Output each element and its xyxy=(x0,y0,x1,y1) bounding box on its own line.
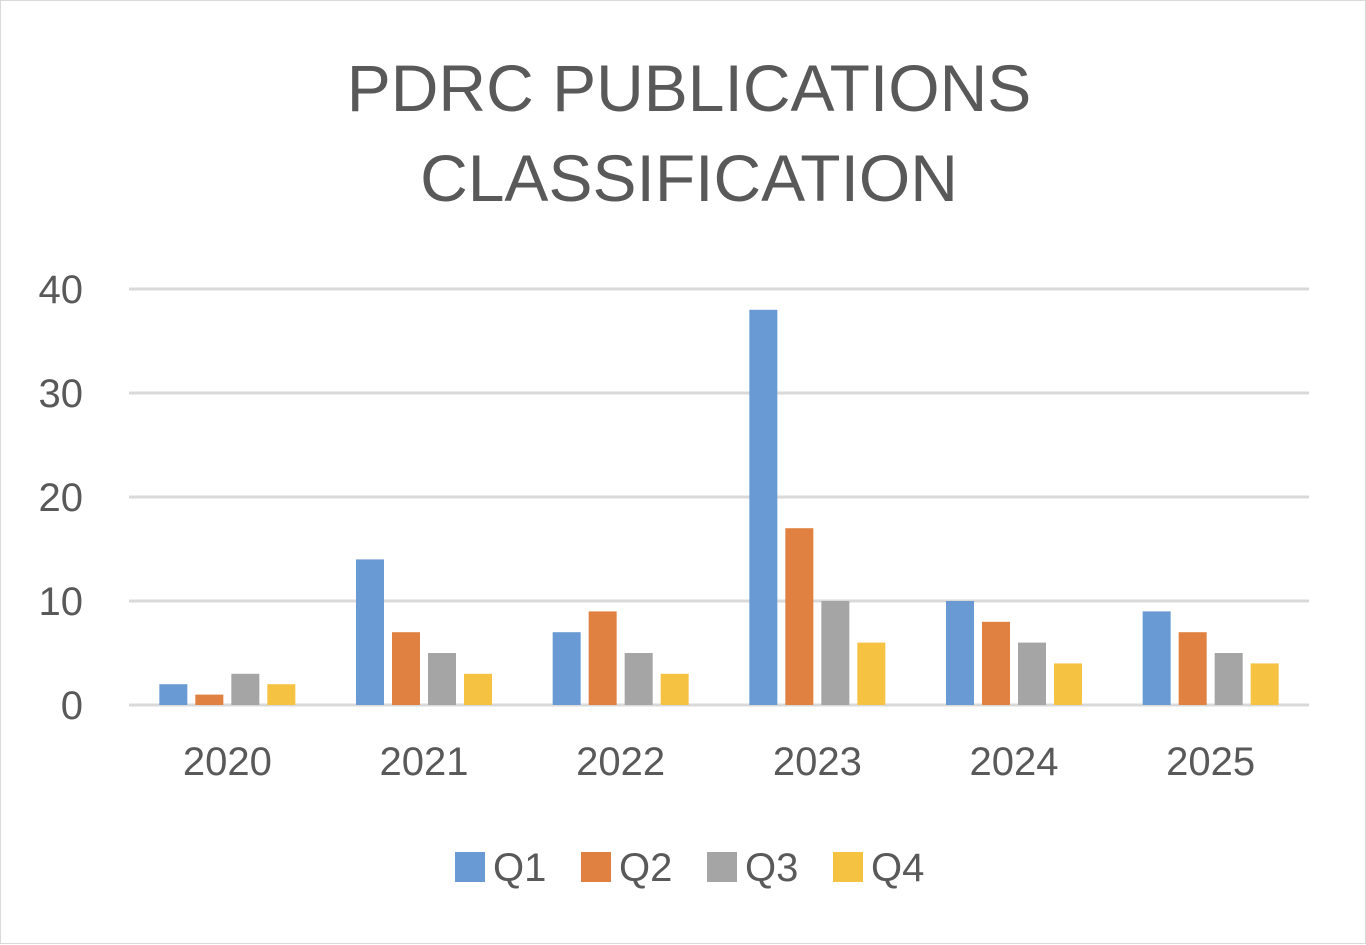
y-tick-label: 20 xyxy=(39,476,84,520)
bar-q2-2024 xyxy=(982,621,1010,705)
x-tick-label: 2020 xyxy=(183,740,272,784)
bar-q4-2020 xyxy=(267,684,296,705)
bar-q3-2025 xyxy=(1214,653,1243,705)
x-axis: 2020 2021 2022 2023 2024 2025 xyxy=(183,740,1255,784)
bar-q2-2021 xyxy=(392,632,420,705)
bar-q1-2020 xyxy=(159,684,188,705)
y-tick-label: 0 xyxy=(61,684,83,728)
x-tick-label: 2024 xyxy=(970,740,1059,784)
chart-title-line-2: CLASSIFICATION xyxy=(420,141,958,215)
bar-q4-2024 xyxy=(1054,663,1082,705)
bar-q4-2021 xyxy=(464,673,492,705)
x-tick-label: 2025 xyxy=(1166,740,1255,784)
bar-q1-2024 xyxy=(946,601,974,705)
legend-swatch-q3 xyxy=(707,852,737,882)
y-tick-label: 30 xyxy=(39,372,84,416)
bar-q4-2022 xyxy=(660,673,689,705)
bar-q4-2023 xyxy=(857,642,886,705)
bar-q1-2023 xyxy=(749,309,778,705)
bar-q1-2021 xyxy=(356,559,384,705)
y-axis: 0 10 20 30 40 xyxy=(39,268,84,728)
y-tick-label: 40 xyxy=(39,268,84,312)
legend-label-q4: Q4 xyxy=(871,846,924,890)
x-tick-label: 2021 xyxy=(380,740,469,784)
bar-q2-2023 xyxy=(785,528,814,705)
legend: Q1 Q2 Q3 Q4 xyxy=(455,846,924,890)
bar-q3-2021 xyxy=(428,653,456,705)
bar-q1-2025 xyxy=(1142,611,1171,705)
legend-label-q3: Q3 xyxy=(745,846,798,890)
legend-swatch-q2 xyxy=(581,852,611,882)
bar-q3-2022 xyxy=(624,653,653,705)
legend-swatch-q4 xyxy=(833,852,863,882)
bar-q4-2025 xyxy=(1250,663,1279,705)
bar-q1-2022 xyxy=(552,632,581,705)
bar-q2-2020 xyxy=(195,694,224,705)
bars xyxy=(159,309,1279,705)
y-tick-label: 10 xyxy=(39,580,84,624)
legend-label-q1: Q1 xyxy=(493,846,546,890)
x-tick-label: 2023 xyxy=(773,740,862,784)
gridlines xyxy=(129,287,1309,707)
bar-q3-2020 xyxy=(231,673,260,705)
bar-q2-2022 xyxy=(588,611,617,705)
legend-label-q2: Q2 xyxy=(619,846,672,890)
bar-q3-2023 xyxy=(821,601,850,705)
legend-swatch-q1 xyxy=(455,852,485,882)
x-tick-label: 2022 xyxy=(576,740,665,784)
bar-q3-2024 xyxy=(1018,642,1046,705)
chart-title-line-1: PDRC PUBLICATIONS xyxy=(347,51,1032,125)
bar-q2-2025 xyxy=(1178,632,1207,705)
